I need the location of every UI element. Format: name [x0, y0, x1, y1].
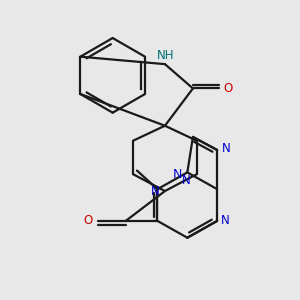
Text: N: N [182, 174, 190, 187]
Text: O: O [224, 82, 233, 95]
Text: N: N [173, 168, 182, 181]
Text: N: N [221, 214, 230, 227]
Text: O: O [84, 214, 93, 227]
Text: NH: NH [157, 50, 174, 62]
Text: N: N [151, 184, 160, 198]
Text: N: N [222, 142, 231, 154]
